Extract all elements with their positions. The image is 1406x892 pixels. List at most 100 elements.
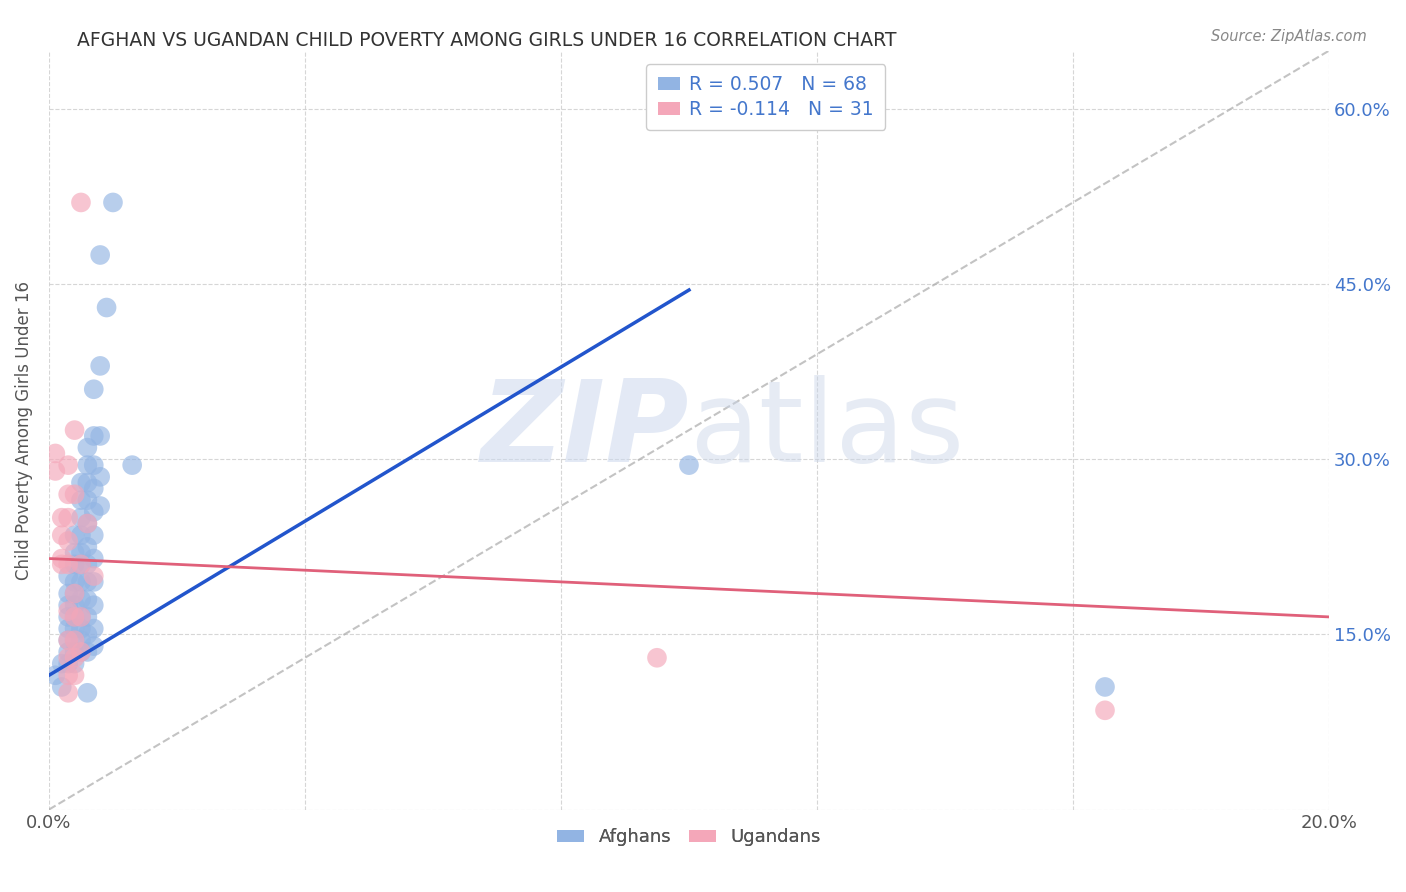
- Point: [51, 551, 73, 566]
- Text: AFGHAN VS UGANDAN CHILD POVERTY AMONG GIRLS UNDER 16 CORRELATION CHART: AFGHAN VS UGANDAN CHILD POVERTY AMONG GI…: [77, 31, 897, 50]
- Point: [76, 516, 98, 531]
- Point: [83, 639, 105, 653]
- Point: [63, 586, 86, 600]
- Legend: Afghans, Ugandans: Afghans, Ugandans: [550, 822, 828, 854]
- Point: [76, 686, 98, 700]
- Point: [63, 610, 86, 624]
- Point: [83, 528, 105, 542]
- Point: [70, 528, 93, 542]
- Point: [678, 458, 700, 472]
- Point: [70, 475, 93, 490]
- Point: [89, 359, 111, 373]
- Point: [56, 599, 79, 613]
- Point: [63, 650, 86, 665]
- Point: [76, 516, 98, 531]
- Point: [70, 493, 93, 508]
- Point: [645, 650, 668, 665]
- Point: [63, 558, 86, 572]
- Point: [56, 686, 79, 700]
- Point: [96, 301, 118, 315]
- Point: [76, 627, 98, 641]
- Point: [63, 645, 86, 659]
- Point: [101, 195, 124, 210]
- Point: [76, 475, 98, 490]
- Point: [56, 610, 79, 624]
- Point: [83, 551, 105, 566]
- Point: [76, 645, 98, 659]
- Point: [83, 429, 105, 443]
- Point: [63, 423, 86, 437]
- Point: [63, 622, 86, 636]
- Point: [56, 558, 79, 572]
- Point: [89, 429, 111, 443]
- Point: [70, 633, 93, 648]
- Point: [76, 441, 98, 455]
- Point: [63, 668, 86, 682]
- Point: [83, 622, 105, 636]
- Point: [83, 482, 105, 496]
- Point: [76, 540, 98, 554]
- Text: atlas: atlas: [689, 375, 965, 485]
- Point: [89, 499, 111, 513]
- Point: [70, 622, 93, 636]
- Point: [56, 534, 79, 549]
- Point: [70, 546, 93, 560]
- Point: [70, 510, 93, 524]
- Point: [70, 558, 93, 572]
- Point: [63, 633, 86, 648]
- Y-axis label: Child Poverty Among Girls Under 16: Child Poverty Among Girls Under 16: [15, 281, 32, 580]
- Point: [76, 558, 98, 572]
- Point: [56, 458, 79, 472]
- Point: [56, 645, 79, 659]
- Point: [70, 645, 93, 659]
- Point: [76, 574, 98, 589]
- Text: ZIP: ZIP: [481, 375, 689, 485]
- Point: [63, 586, 86, 600]
- Point: [56, 650, 79, 665]
- Point: [70, 558, 93, 572]
- Point: [56, 622, 79, 636]
- Point: [83, 382, 105, 396]
- Point: [76, 610, 98, 624]
- Point: [63, 657, 86, 671]
- Point: [51, 657, 73, 671]
- Point: [44, 668, 66, 682]
- Point: [51, 528, 73, 542]
- Point: [51, 680, 73, 694]
- Point: [83, 574, 105, 589]
- Point: [70, 574, 93, 589]
- Point: [70, 645, 93, 659]
- Point: [83, 599, 105, 613]
- Point: [83, 569, 105, 583]
- Point: [56, 657, 79, 671]
- Point: [44, 446, 66, 460]
- Point: [89, 470, 111, 484]
- Point: [56, 604, 79, 618]
- Point: [70, 592, 93, 607]
- Point: [51, 558, 73, 572]
- Point: [1094, 703, 1116, 717]
- Point: [56, 586, 79, 600]
- Point: [51, 510, 73, 524]
- Point: [56, 510, 79, 524]
- Point: [89, 248, 111, 262]
- Point: [44, 464, 66, 478]
- Point: [76, 592, 98, 607]
- Point: [83, 458, 105, 472]
- Point: [63, 574, 86, 589]
- Point: [56, 487, 79, 501]
- Point: [63, 487, 86, 501]
- Point: [70, 610, 93, 624]
- Point: [63, 633, 86, 648]
- Point: [76, 493, 98, 508]
- Point: [63, 610, 86, 624]
- Point: [70, 195, 93, 210]
- Point: [83, 505, 105, 519]
- Point: [70, 610, 93, 624]
- Point: [63, 528, 86, 542]
- Point: [56, 668, 79, 682]
- Point: [56, 633, 79, 648]
- Point: [63, 599, 86, 613]
- Point: [56, 569, 79, 583]
- Point: [56, 633, 79, 648]
